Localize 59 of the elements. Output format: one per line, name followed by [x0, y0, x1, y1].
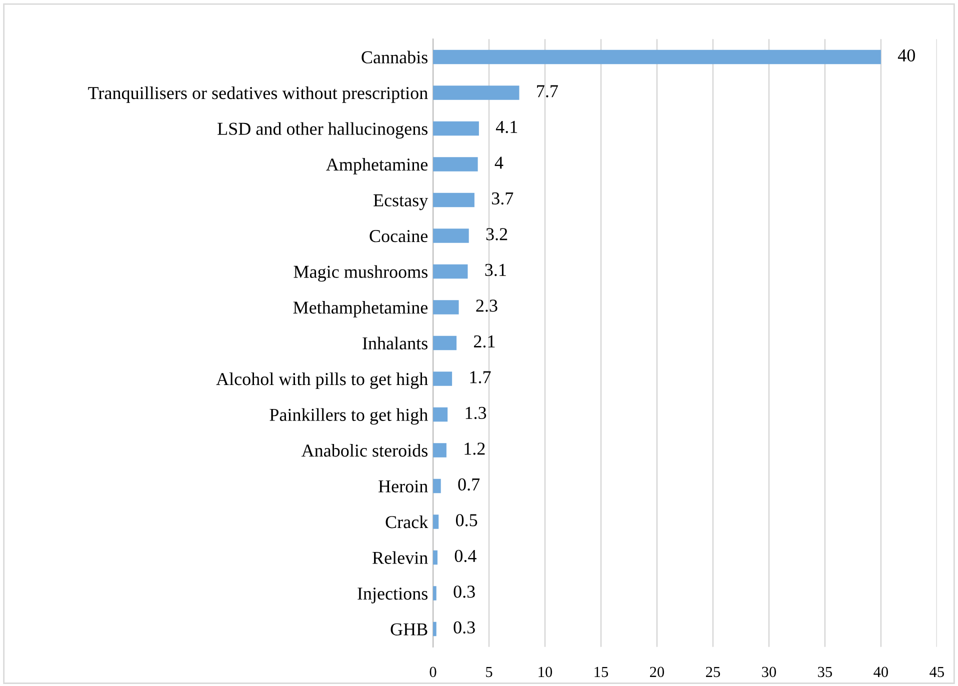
- bar: [433, 264, 468, 279]
- data-label: 3.7: [492, 192, 514, 205]
- data-label: 3.1: [485, 264, 506, 276]
- data-label: 0.3: [454, 621, 475, 634]
- y-tick-label: Painkillers to get high: [270, 408, 428, 425]
- data-label: 7.7: [537, 85, 558, 98]
- x-tick-label: 40: [874, 666, 888, 678]
- y-tick-label: Tranquillisers or sedatives without prescription: [88, 86, 428, 103]
- y-tick-label: Magic mushrooms: [294, 265, 428, 282]
- data-label: 1.7: [470, 371, 491, 384]
- x-tick-label: 15: [594, 666, 608, 678]
- data-label: 1.3: [466, 406, 486, 420]
- x-tick-label: 25: [706, 666, 720, 678]
- y-tick-label: Anabolic steroids: [301, 444, 428, 457]
- bar: [433, 121, 479, 136]
- y-tick-label: Relevin: [372, 551, 428, 564]
- x-tick-label: 35: [818, 666, 832, 678]
- data-label: 4: [494, 156, 504, 169]
- x-tick-label: 20: [650, 666, 664, 678]
- bar: [433, 86, 520, 100]
- data-label: 2.1: [474, 335, 495, 348]
- bar: [433, 300, 459, 314]
- y-tick-label: LSD and other hallucinogens: [218, 122, 428, 139]
- x-tick-label: 45: [930, 666, 944, 678]
- bar: [433, 228, 469, 243]
- data-label: 0.7: [458, 478, 480, 491]
- data-label: 0.3: [454, 586, 475, 598]
- bar: [433, 372, 452, 386]
- data-label: 40: [898, 49, 915, 62]
- bar: [433, 407, 448, 422]
- x-tick-label: 0: [430, 666, 436, 678]
- bar: [433, 50, 881, 64]
- data-label: 0.5: [456, 514, 478, 526]
- y-tick-label: Cocaine: [370, 230, 428, 242]
- bar: [433, 514, 439, 529]
- bar: [433, 478, 441, 494]
- y-tick-label: Injections: [358, 588, 428, 604]
- y-tick-label: Cannabis: [362, 50, 428, 64]
- bar: [433, 586, 436, 600]
- bar: [433, 443, 446, 458]
- x-tick-label: 5: [486, 666, 492, 678]
- y-tick-label: Heroin: [378, 480, 428, 492]
- data-label: 3.2: [486, 228, 508, 240]
- y-tick-label: Methamphetamine: [293, 300, 428, 318]
- y-tick-label: Ecstasy: [374, 194, 428, 210]
- y-tick-label: Alcohol with pills to get high: [216, 372, 428, 389]
- x-tick-label: 10: [538, 666, 552, 678]
- x-tick-label: 30: [762, 666, 776, 678]
- y-tick-label: Inhalants: [362, 336, 428, 350]
- bar: [433, 336, 457, 350]
- bar: [433, 157, 478, 172]
- y-tick-label: Crack: [386, 516, 428, 528]
- data-label: 0.4: [454, 550, 476, 562]
- bar: [433, 192, 474, 208]
- data-label: 1.2: [464, 442, 485, 455]
- data-label: 4.1: [496, 120, 518, 134]
- data-label: 2.3: [476, 300, 498, 312]
- y-tick-label: Amphetamine: [326, 158, 428, 174]
- y-tick-label: GHB: [390, 623, 428, 636]
